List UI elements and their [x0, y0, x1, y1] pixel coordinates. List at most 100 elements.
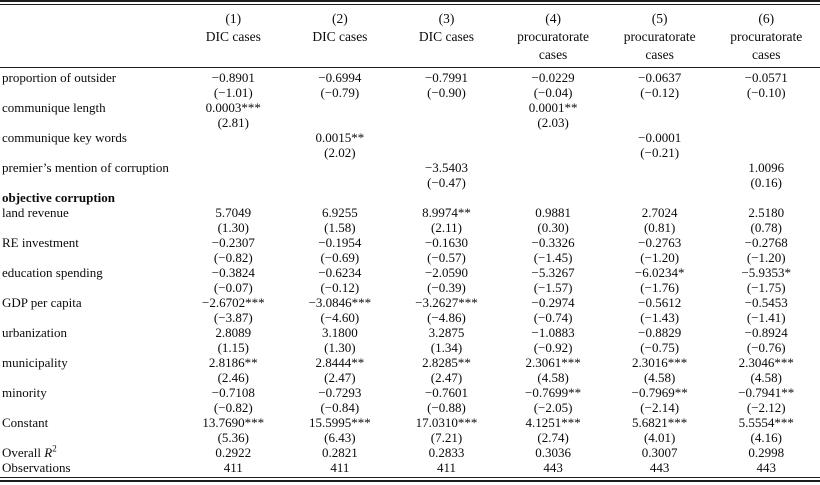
tstat-cell: (4.58): [643, 370, 676, 385]
tstat-cell: (5.36): [217, 430, 249, 445]
tstat-cell: [713, 145, 820, 160]
coef-cell: −0.0571: [744, 70, 788, 85]
header-line: procuratorate: [623, 29, 696, 44]
coef-cell: −0.2974: [531, 295, 575, 310]
row-label: urbanization: [2, 325, 67, 340]
coef-cell: 443: [756, 460, 777, 475]
coef-cell: [393, 130, 500, 145]
header-line: [180, 46, 287, 64]
table-row-tstats: (2.02) (−0.21): [0, 145, 820, 160]
tstat-cell: [713, 115, 820, 130]
coef-cell: −2.0590: [424, 265, 469, 280]
header-line: cases: [752, 47, 781, 62]
tstat-cell: [393, 115, 500, 130]
table-row-tstats: (2.46) (2.47) (2.47) (4.58) (4.58) (4.58): [0, 370, 820, 385]
coef-cell: [606, 100, 713, 115]
row-label-spacer: [0, 430, 180, 445]
row-label-spacer: [0, 115, 180, 130]
table-row: communique length 0.0003*** 0.0001**: [0, 100, 820, 115]
tstat-cell: (−1.45): [533, 250, 573, 265]
table-row-tstats: (1.15) (1.30) (1.34) (−0.92) (−0.75) (−0.76): [0, 340, 820, 355]
table-row: communique key words 0.0015** −0.0001: [0, 130, 820, 145]
tstat-cell: [180, 145, 287, 160]
table-row-tstats: (−0.82) (−0.69) (−0.57) (−1.45) (−1.20) (−1.2…: [0, 250, 820, 265]
tstat-cell: (−0.76): [746, 340, 786, 355]
row-label: Observations: [2, 460, 71, 475]
coef-cell: [180, 130, 287, 145]
row-label-spacer: [0, 370, 180, 385]
table-row: education spending −0.3824 −0.6234 −2.0590 −…: [0, 265, 820, 280]
tstat-cell: (−1.20): [746, 250, 786, 265]
row-label: premier’s mention of corruption: [2, 160, 169, 175]
coef-cell: −0.7601: [424, 385, 469, 400]
coef-cell: −0.0001: [638, 130, 682, 145]
table-header: (1) DIC cases (2) DIC cases (3) DIC cases (…: [0, 5, 820, 67]
table-row-tstats: (2.81) (2.03): [0, 115, 820, 130]
table-row: municipality 2.8186** 2.8444** 2.8285** 2.30…: [0, 355, 820, 370]
coef-cell: 5.5554***: [738, 415, 794, 430]
coef-cell: 2.3061***: [525, 355, 581, 370]
tstat-cell: (−2.05): [533, 400, 573, 415]
table-row-tstats: (−3.87) (−4.60) (−4.86) (−0.74) (−1.43) (−1.4…: [0, 310, 820, 325]
coef-cell: −0.8924: [744, 325, 788, 340]
coef-cell: −5.3267: [531, 265, 575, 280]
coef-cell: −0.7991: [424, 70, 469, 85]
coef-cell: −2.6702***: [202, 295, 265, 310]
tstat-cell: (−1.43): [640, 310, 680, 325]
tstat-cell: [393, 145, 500, 160]
header-line: (2): [332, 11, 348, 26]
tstat-cell: (4.58): [537, 370, 569, 385]
tstat-cell: (2.03): [537, 115, 569, 130]
coef-cell: [606, 160, 713, 175]
tstat-cell: (−0.75): [640, 340, 680, 355]
header-line: (4): [545, 11, 561, 26]
coef-cell: [500, 130, 607, 145]
coef-cell: −0.1954: [318, 235, 362, 250]
header-line: procuratorate: [517, 29, 590, 44]
tstat-cell: [500, 175, 607, 190]
coef-cell: 2.8285**: [422, 355, 471, 370]
tstat-cell: (4.16): [750, 430, 782, 445]
tstat-cell: (−1.01): [213, 85, 253, 100]
row-label-spacer: [0, 145, 180, 160]
coef-cell: 2.8444**: [315, 355, 365, 370]
header-line: cases: [538, 47, 568, 62]
tstat-cell: (7.21): [430, 430, 463, 445]
coef-cell: 17.0310***: [415, 415, 478, 430]
coef-cell: −0.7941**: [738, 385, 795, 400]
coef-cell: [180, 160, 287, 175]
coef-cell: −0.1630: [424, 235, 469, 250]
coef-cell: 411: [223, 460, 243, 475]
header-line: cases: [645, 47, 674, 62]
row-label-spacer: [0, 340, 180, 355]
row-label-spacer: [0, 220, 180, 235]
row-label-spacer: [0, 310, 180, 325]
bottom-double-rule: [0, 477, 820, 482]
coef-cell: −0.8901: [211, 70, 255, 85]
row-label: RE investment: [2, 235, 79, 250]
tstat-cell: (−0.04): [533, 85, 573, 100]
coef-cell: −0.2307: [211, 235, 255, 250]
column-header-1: (1) DIC cases: [180, 10, 287, 64]
tstat-cell: (4.01): [643, 430, 676, 445]
row-label-spacer: [0, 250, 180, 265]
tstat-cell: (−0.82): [213, 250, 253, 265]
tstat-cell: [287, 175, 394, 190]
table-row-tstats: (1.30) (1.58) (2.11) (0.30) (0.81) (0.78): [0, 220, 820, 235]
coef-cell: −1.0883: [531, 325, 575, 340]
tstat-cell: (2.02): [324, 145, 356, 160]
coef-cell: 0.2833: [428, 445, 465, 460]
header-line: [393, 46, 500, 64]
tstat-cell: (−0.92): [533, 340, 573, 355]
coef-cell: −3.2627***: [415, 295, 478, 310]
table-row: urbanization 2.8089 3.1800 3.2875 −1.0883 −0.…: [0, 325, 820, 340]
table-row: Constant 13.7690*** 15.5995*** 17.0310*** 4.…: [0, 415, 820, 430]
row-label: minority: [2, 385, 47, 400]
coef-cell: 0.3007: [641, 445, 678, 460]
coef-cell: 0.0001**: [528, 100, 578, 115]
tstat-cell: (−0.82): [213, 400, 253, 415]
column-header-3: (3) DIC cases: [393, 10, 500, 64]
tstat-cell: [180, 175, 287, 190]
coef-cell: 2.5180: [748, 205, 785, 220]
coef-cell: 2.8186**: [208, 355, 258, 370]
